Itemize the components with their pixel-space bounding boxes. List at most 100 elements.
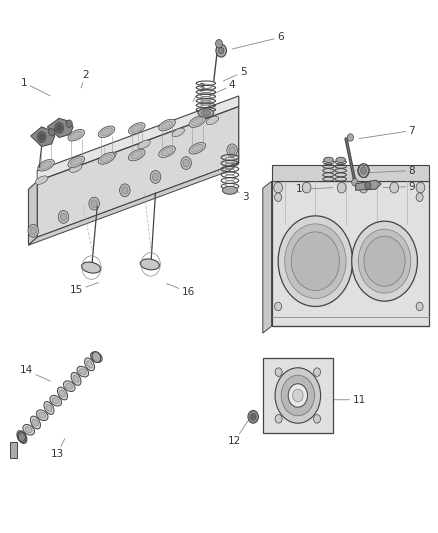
Ellipse shape (85, 358, 95, 371)
Circle shape (275, 368, 321, 423)
Ellipse shape (324, 157, 333, 163)
Circle shape (359, 182, 368, 193)
Text: 13: 13 (50, 439, 65, 459)
Polygon shape (37, 107, 239, 237)
Ellipse shape (73, 375, 79, 383)
Text: 11: 11 (324, 395, 366, 405)
Circle shape (314, 368, 321, 376)
Ellipse shape (32, 419, 39, 426)
Circle shape (91, 200, 97, 207)
Circle shape (37, 132, 46, 142)
Circle shape (227, 144, 237, 157)
Circle shape (89, 197, 99, 210)
Ellipse shape (66, 383, 73, 389)
Ellipse shape (79, 369, 86, 375)
Ellipse shape (198, 109, 214, 117)
Ellipse shape (336, 157, 346, 163)
Circle shape (219, 47, 224, 54)
Ellipse shape (92, 352, 101, 362)
Circle shape (416, 182, 425, 193)
Circle shape (215, 39, 223, 48)
Circle shape (275, 193, 282, 201)
Circle shape (251, 414, 256, 420)
Circle shape (281, 375, 314, 416)
Ellipse shape (191, 118, 203, 126)
Ellipse shape (131, 125, 143, 132)
Ellipse shape (172, 128, 184, 136)
Ellipse shape (17, 431, 27, 443)
Circle shape (30, 227, 36, 235)
Ellipse shape (70, 164, 82, 173)
Text: 7: 7 (359, 126, 415, 139)
Circle shape (291, 232, 339, 290)
Polygon shape (47, 118, 73, 138)
Circle shape (416, 193, 423, 201)
Ellipse shape (36, 410, 48, 421)
Text: 16: 16 (166, 284, 195, 297)
Ellipse shape (223, 187, 237, 195)
Ellipse shape (38, 133, 54, 144)
Circle shape (390, 182, 399, 193)
Ellipse shape (87, 361, 92, 368)
Ellipse shape (93, 354, 100, 360)
Ellipse shape (98, 152, 115, 164)
Text: 6: 6 (232, 33, 284, 49)
Text: 14: 14 (20, 366, 50, 381)
Ellipse shape (81, 262, 101, 273)
Text: 9: 9 (383, 182, 415, 191)
Circle shape (152, 173, 159, 181)
Text: 3: 3 (193, 83, 205, 101)
Ellipse shape (77, 366, 88, 377)
Circle shape (275, 415, 282, 423)
Ellipse shape (39, 413, 46, 418)
Circle shape (275, 368, 282, 376)
Circle shape (364, 236, 405, 286)
Polygon shape (28, 181, 37, 245)
Circle shape (181, 157, 191, 169)
Circle shape (314, 415, 321, 423)
Text: 10: 10 (296, 184, 333, 194)
Circle shape (58, 211, 69, 223)
Circle shape (352, 221, 417, 301)
Ellipse shape (91, 352, 102, 362)
Ellipse shape (53, 398, 59, 403)
Ellipse shape (38, 159, 54, 171)
Circle shape (358, 164, 369, 177)
Circle shape (278, 216, 353, 306)
Ellipse shape (159, 146, 175, 157)
Ellipse shape (138, 140, 150, 149)
Circle shape (66, 120, 72, 127)
Text: 1: 1 (21, 78, 50, 96)
Circle shape (275, 302, 282, 311)
Circle shape (352, 179, 358, 186)
Circle shape (288, 384, 307, 407)
Ellipse shape (23, 424, 35, 435)
Ellipse shape (50, 395, 62, 406)
Ellipse shape (101, 128, 112, 136)
Ellipse shape (71, 131, 82, 139)
Ellipse shape (140, 259, 159, 270)
Circle shape (293, 389, 303, 402)
Ellipse shape (30, 416, 40, 429)
Text: 8: 8 (368, 166, 415, 175)
Polygon shape (272, 165, 429, 181)
Ellipse shape (128, 123, 145, 134)
Circle shape (416, 302, 423, 311)
Ellipse shape (19, 433, 25, 441)
Polygon shape (263, 181, 272, 333)
Ellipse shape (35, 176, 48, 184)
Circle shape (120, 184, 130, 197)
Circle shape (248, 410, 258, 423)
Text: 15: 15 (70, 282, 99, 295)
Ellipse shape (104, 152, 116, 160)
Ellipse shape (131, 151, 143, 159)
Polygon shape (272, 181, 429, 326)
Circle shape (183, 159, 189, 167)
Polygon shape (28, 163, 239, 245)
Circle shape (360, 167, 367, 174)
Circle shape (55, 123, 64, 133)
Ellipse shape (25, 427, 32, 433)
Polygon shape (37, 96, 239, 181)
Circle shape (18, 433, 25, 441)
Circle shape (39, 134, 44, 140)
